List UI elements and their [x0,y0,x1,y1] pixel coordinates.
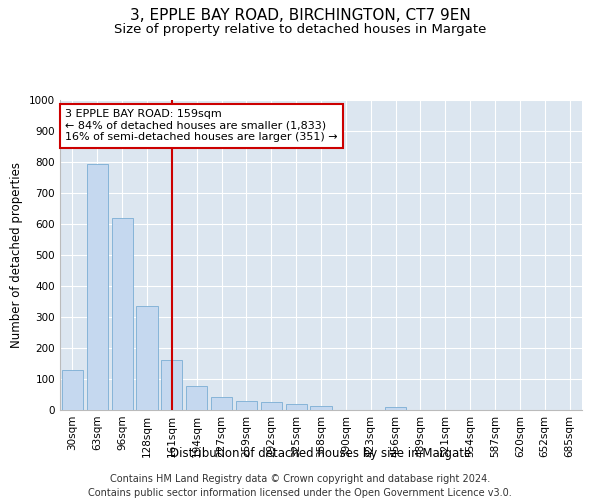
Bar [261,402,282,410]
Bar [211,396,232,410]
Bar [385,407,406,410]
Y-axis label: Number of detached properties: Number of detached properties [10,162,23,348]
Bar [310,406,332,410]
Bar [62,370,83,410]
Bar [112,218,133,410]
Bar [186,386,207,410]
Bar [136,306,158,410]
Bar [161,360,182,410]
Text: 3 EPPLE BAY ROAD: 159sqm
← 84% of detached houses are smaller (1,833)
16% of sem: 3 EPPLE BAY ROAD: 159sqm ← 84% of detach… [65,110,338,142]
Text: Contains HM Land Registry data © Crown copyright and database right 2024.
Contai: Contains HM Land Registry data © Crown c… [88,474,512,498]
Text: Size of property relative to detached houses in Margate: Size of property relative to detached ho… [114,22,486,36]
Bar [286,404,307,410]
Bar [236,402,257,410]
Text: Distribution of detached houses by size in Margate: Distribution of detached houses by size … [170,448,472,460]
Bar [87,164,108,410]
Text: 3, EPPLE BAY ROAD, BIRCHINGTON, CT7 9EN: 3, EPPLE BAY ROAD, BIRCHINGTON, CT7 9EN [130,8,470,22]
